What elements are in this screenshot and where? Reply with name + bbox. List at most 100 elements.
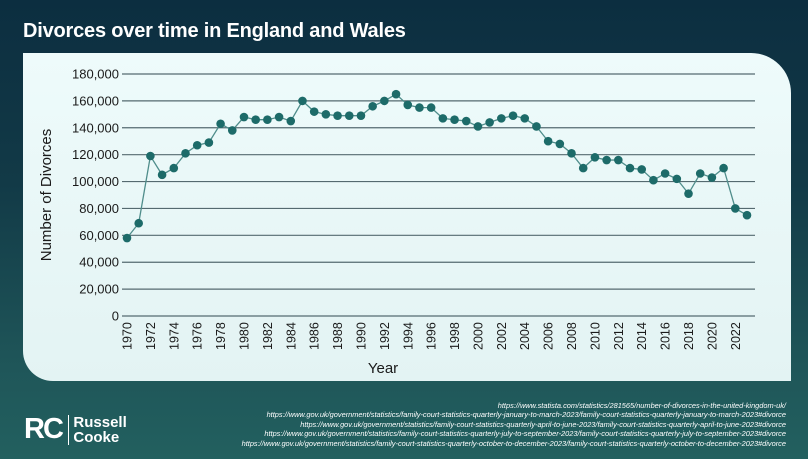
x-tick-label: 2014	[635, 322, 649, 350]
y-tick-label: 20,000	[79, 282, 119, 297]
data-point	[192, 140, 202, 150]
x-tick-label: 2016	[659, 322, 673, 350]
data-point	[625, 163, 635, 173]
data-point	[567, 149, 576, 158]
x-tick-label: 1970	[121, 322, 135, 350]
x-tick-label: 1972	[144, 322, 158, 350]
x-tick-label: 1994	[401, 322, 415, 350]
data-point	[286, 116, 296, 126]
x-tick-label: 1996	[425, 322, 439, 350]
x-tick-label: 1990	[354, 322, 368, 350]
data-point	[263, 115, 272, 125]
data-point	[216, 119, 225, 129]
series-line	[126, 93, 748, 239]
data-point	[497, 114, 506, 123]
data-point	[321, 110, 331, 119]
x-tick-label: 1984	[284, 322, 298, 350]
y-tick-label: 40,000	[79, 255, 119, 270]
x-tick-label: 1976	[191, 322, 205, 350]
data-point	[344, 111, 354, 120]
x-tick-label: 2000	[471, 322, 485, 350]
data-point	[485, 118, 494, 127]
data-point	[157, 170, 167, 180]
russell-cooke-logo: RC Russell Cooke	[24, 413, 127, 446]
data-point	[637, 165, 647, 174]
y-tick-label: 100,000	[72, 174, 119, 189]
x-tick-label: 1988	[331, 322, 345, 350]
data-point	[391, 89, 401, 99]
y-tick-label: 160,000	[72, 93, 119, 108]
data-point	[274, 112, 284, 122]
data-point	[649, 175, 658, 185]
data-point	[555, 139, 565, 149]
logo-mark: RC	[24, 413, 64, 445]
logo-name: Russell Cooke	[73, 415, 126, 445]
x-tick-label: 1974	[167, 322, 181, 350]
data-point	[239, 112, 249, 122]
data-point	[450, 115, 459, 125]
x-tick-label: 1982	[261, 322, 275, 350]
data-point	[403, 100, 413, 110]
data-point	[672, 174, 682, 184]
data-point	[719, 163, 728, 173]
data-point	[251, 115, 260, 125]
x-axis-label: Year	[368, 360, 398, 377]
x-tick-label: 2020	[705, 322, 719, 350]
data-point	[602, 155, 611, 165]
x-tick-label: 1998	[448, 322, 462, 350]
x-tick-label: 2010	[588, 322, 602, 350]
data-point	[707, 173, 717, 182]
data-point	[684, 189, 693, 198]
data-point	[380, 96, 389, 106]
y-tick-label: 0	[112, 309, 119, 324]
data-point	[508, 111, 518, 120]
logo-line2: Cooke	[73, 428, 120, 446]
x-tick-label: 1986	[308, 322, 322, 350]
sources: https://www.statista.com/statistics/2815…	[242, 401, 786, 448]
data-point	[298, 96, 307, 106]
data-point	[368, 101, 377, 111]
source-link[interactable]: https://www.gov.uk/government/statistics…	[300, 419, 786, 429]
data-point	[134, 218, 143, 228]
data-point	[438, 114, 448, 123]
data-point	[614, 155, 623, 165]
x-tick-label: 2002	[495, 322, 509, 350]
y-tick-label: 140,000	[72, 120, 119, 135]
data-point	[660, 169, 670, 178]
data-point	[695, 169, 705, 178]
x-tick-label: 1980	[237, 322, 251, 350]
data-point	[309, 107, 319, 116]
y-tick-label: 120,000	[72, 147, 119, 162]
data-point	[473, 122, 483, 131]
data-point	[520, 114, 530, 123]
x-tick-label: 1992	[378, 322, 392, 350]
source-link[interactable]: https://www.statista.com/statistics/2815…	[497, 401, 786, 410]
source-link[interactable]: https://www.gov.uk/government/statistics…	[266, 410, 786, 420]
y-tick-label: 60,000	[79, 228, 119, 243]
data-point	[742, 210, 752, 220]
logo-line1: Russell	[73, 413, 127, 431]
data-point	[146, 151, 155, 161]
x-tick-label: 1978	[214, 322, 228, 350]
data-point	[461, 116, 471, 126]
source-link[interactable]: https://www.gov.uk/government/statistics…	[264, 429, 786, 439]
data-point	[169, 163, 179, 173]
y-tick-label: 180,000	[72, 67, 119, 82]
data-point	[356, 111, 366, 120]
data-point	[122, 233, 132, 243]
y-axis-label: Number of Divorces	[38, 129, 55, 262]
data-point	[426, 103, 436, 112]
x-tick-label: 2004	[518, 322, 532, 350]
x-tick-label: 2008	[565, 322, 579, 350]
data-point	[333, 111, 342, 120]
data-point	[415, 103, 424, 112]
logo-divider	[67, 414, 70, 445]
x-tick-label: 2018	[682, 322, 696, 350]
data-point	[204, 138, 214, 147]
chart-title: Divorces over time in England and Wales	[23, 20, 406, 42]
data-point	[227, 126, 237, 135]
data-point	[578, 163, 588, 173]
data-point	[543, 136, 553, 146]
source-link[interactable]: https://www.gov.uk/government/statistics…	[241, 438, 786, 448]
